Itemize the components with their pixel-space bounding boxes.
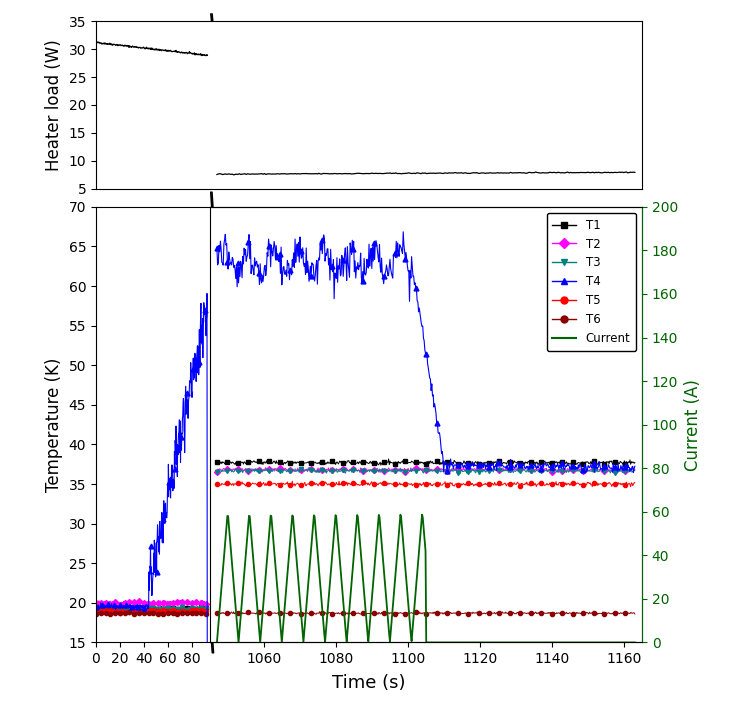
Legend: T1, T2, T3, T4, T5, T6, Current: T1, T2, T3, T4, T5, T6, Current [547,213,636,351]
Text: Time (s): Time (s) [332,674,406,693]
Y-axis label: Heater load (W): Heater load (W) [45,39,63,171]
Y-axis label: Current (A): Current (A) [684,378,702,471]
Y-axis label: Temperature (K): Temperature (K) [45,357,63,492]
